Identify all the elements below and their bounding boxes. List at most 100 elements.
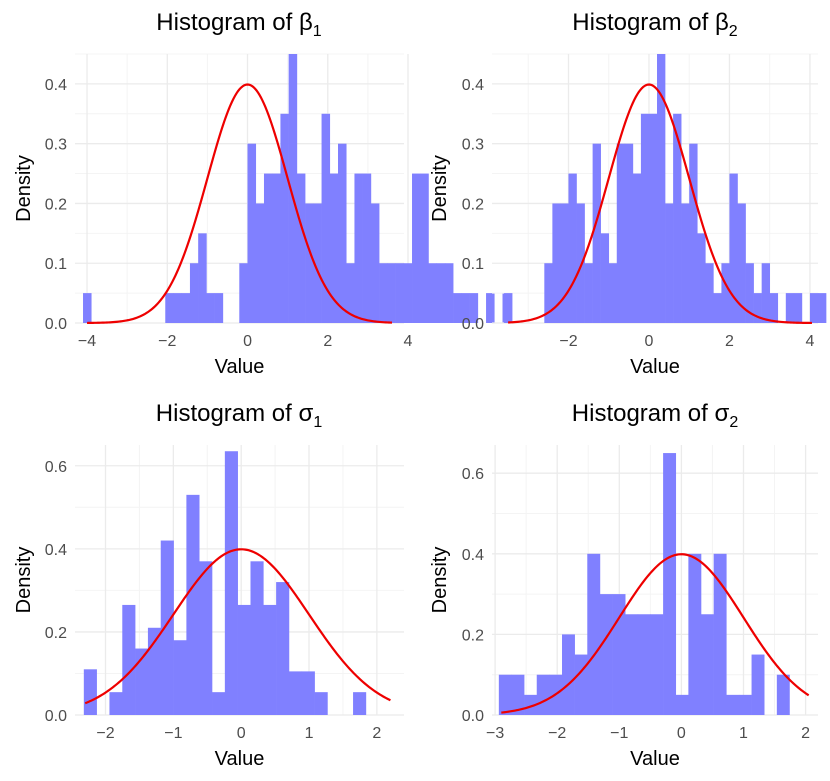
histogram-bar bbox=[272, 173, 281, 323]
histogram-bar bbox=[337, 143, 347, 323]
histogram-bar bbox=[576, 203, 585, 323]
x-tick-label: 4 bbox=[805, 333, 814, 350]
x-tick-label: −1 bbox=[164, 725, 182, 742]
histogram-bar bbox=[379, 263, 388, 323]
bars bbox=[504, 54, 827, 324]
histogram-bar bbox=[276, 582, 290, 715]
histogram-bar bbox=[504, 293, 513, 323]
x-axis-title: Value bbox=[215, 356, 265, 378]
histogram-bar bbox=[650, 614, 664, 715]
histogram-bar bbox=[403, 263, 413, 323]
panel-title: Histogram of β1 bbox=[156, 9, 322, 40]
x-tick-label: −3 bbox=[486, 725, 504, 742]
histogram-bar bbox=[689, 143, 698, 323]
histogram-bar bbox=[250, 561, 264, 715]
histogram-bar bbox=[288, 671, 303, 715]
x-tick-label: −2 bbox=[559, 333, 577, 350]
histogram-bar bbox=[353, 692, 367, 715]
histogram-bar bbox=[206, 293, 215, 323]
histogram-bar bbox=[751, 654, 765, 715]
y-tick-label: 0.3 bbox=[462, 137, 484, 154]
histogram-bar bbox=[420, 173, 429, 323]
histogram-bar bbox=[738, 694, 752, 715]
histogram-bar bbox=[329, 173, 339, 323]
histogram-bar bbox=[524, 694, 538, 715]
y-tick-label: 0.1 bbox=[45, 256, 67, 273]
histogram-bar bbox=[697, 233, 706, 323]
histogram-bar bbox=[214, 293, 224, 323]
histogram-bar bbox=[599, 594, 613, 715]
density-curve bbox=[501, 553, 810, 714]
histogram-bar bbox=[436, 263, 446, 323]
histogram-bar bbox=[122, 604, 136, 715]
histogram-bar bbox=[552, 203, 561, 323]
histogram-bar bbox=[705, 263, 714, 323]
y-axis-title: Density bbox=[13, 155, 35, 222]
x-tick-label: 0 bbox=[243, 333, 252, 350]
histogram-bar bbox=[387, 263, 396, 323]
histogram-bar bbox=[625, 614, 639, 715]
histogram-bar bbox=[189, 263, 199, 323]
histogram-bar bbox=[237, 604, 251, 715]
histogram-bar bbox=[362, 173, 372, 323]
histogram-bar bbox=[560, 203, 569, 323]
histogram-bar bbox=[726, 694, 740, 715]
y-tick-label: 0.0 bbox=[462, 708, 484, 725]
density-curve bbox=[84, 548, 391, 705]
histogram-bar bbox=[640, 113, 650, 324]
y-tick-label: 0.4 bbox=[45, 77, 67, 94]
histogram-bar bbox=[173, 640, 187, 715]
histogram-bar bbox=[592, 143, 601, 323]
histogram-bar bbox=[785, 293, 795, 323]
density-curve bbox=[508, 83, 812, 325]
histogram-bar bbox=[769, 293, 779, 323]
histogram-bar bbox=[562, 634, 575, 715]
histogram-bar bbox=[428, 263, 437, 323]
histogram-bar bbox=[809, 293, 819, 323]
x-tick-label: −4 bbox=[78, 333, 96, 350]
histogram-bar bbox=[199, 561, 213, 715]
histogram-bar bbox=[109, 692, 123, 715]
histogram-bar bbox=[469, 293, 479, 323]
x-tick-label: 1 bbox=[739, 725, 748, 742]
density-curve bbox=[87, 83, 392, 325]
histogram-bar bbox=[587, 553, 601, 715]
panel-title: Histogram of β2 bbox=[572, 9, 738, 40]
histogram-bar bbox=[453, 293, 462, 323]
histogram-bar bbox=[574, 654, 588, 715]
y-axis-title: Density bbox=[429, 155, 451, 222]
histogram-bar bbox=[181, 293, 191, 323]
histogram-bar bbox=[713, 293, 722, 323]
tick-labels: −4 −2 0 2 4 0.0 0.1 0.2 0.3 0.4 bbox=[45, 77, 413, 350]
histogram-panel-1: −4 −2 0 2 4 0.0 0.1 0.2 0.3 0.4 Histogram of β1 Val… bbox=[13, 9, 512, 378]
panel-title: Histogram of σ2 bbox=[572, 400, 739, 431]
y-tick-label: 0.6 bbox=[462, 466, 484, 483]
x-tick-label: 2 bbox=[801, 725, 810, 742]
histogram-bar bbox=[665, 203, 674, 323]
histogram-bar bbox=[729, 173, 738, 323]
x-tick-label: 2 bbox=[725, 333, 734, 350]
histogram-bar bbox=[186, 494, 200, 715]
histogram-bar bbox=[600, 233, 610, 323]
x-tick-label: 2 bbox=[323, 333, 332, 350]
histogram-bar bbox=[165, 293, 174, 323]
histogram-bar bbox=[412, 173, 421, 323]
histogram-bar bbox=[632, 173, 642, 323]
histogram-bar bbox=[135, 648, 149, 715]
y-tick-label: 0.2 bbox=[462, 196, 484, 213]
histogram-bar bbox=[737, 203, 746, 323]
x-tick-label: 0 bbox=[237, 725, 246, 742]
bars bbox=[83, 451, 367, 715]
histogram-bar bbox=[624, 143, 634, 323]
y-tick-label: 0.0 bbox=[462, 316, 484, 333]
y-tick-label: 0.6 bbox=[45, 459, 67, 476]
x-tick-label: −2 bbox=[548, 725, 566, 742]
histogram-bar bbox=[370, 203, 380, 323]
y-tick-label: 0.2 bbox=[462, 627, 484, 644]
histogram-bar bbox=[247, 143, 257, 323]
x-tick-label: −1 bbox=[610, 725, 628, 742]
tick-labels: −2 0 2 4 0.0 0.1 0.2 0.3 0.4 bbox=[462, 77, 815, 350]
histogram-bar bbox=[239, 263, 248, 323]
histogram-bar bbox=[83, 669, 97, 715]
histogram-bar bbox=[314, 692, 328, 715]
